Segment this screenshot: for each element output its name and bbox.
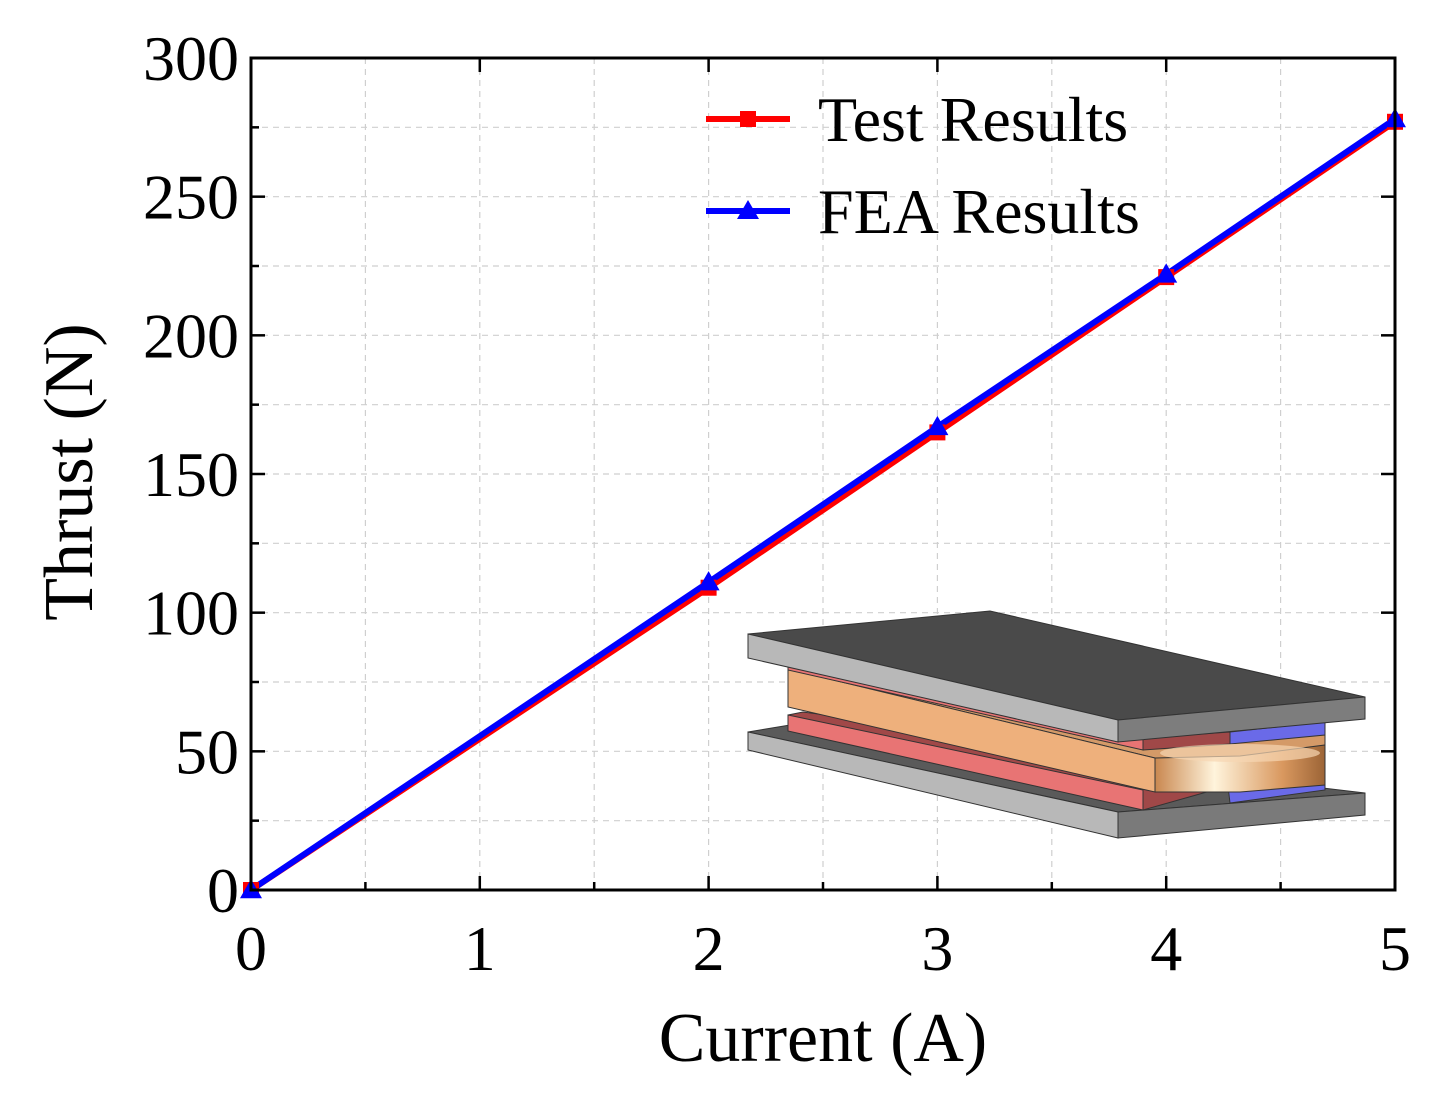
coil-end-highlight [1160, 744, 1320, 762]
y-tick-label: 150 [143, 439, 239, 510]
legend-label-2: FEA Results [818, 176, 1140, 247]
y-tick-label: 100 [143, 578, 239, 649]
legend-label-1: Test Results [818, 84, 1128, 155]
data-point-fea [1155, 263, 1178, 283]
y-tick-label: 50 [175, 716, 239, 787]
y-tick-label: 200 [143, 300, 239, 371]
tick-marks [249, 56, 1397, 892]
x-axis-title: Current (A) [659, 1000, 988, 1077]
x-tick-label: 5 [1379, 913, 1411, 984]
y-tick-label: 300 [143, 23, 239, 94]
data-point-fea [697, 571, 720, 591]
actuator-model-inset [747, 610, 1366, 839]
top-plate-side [1117, 696, 1366, 743]
x-tick-label: 0 [235, 913, 267, 984]
y-tick-label: 250 [143, 162, 239, 233]
y-tick-label: 0 [207, 855, 239, 926]
x-tick-label: 3 [921, 913, 953, 984]
lower-magnet-front [787, 714, 1144, 811]
x-tick-label: 2 [693, 913, 725, 984]
legend: Test Results FEA Results [706, 84, 1140, 247]
legend-marker-triangle [737, 200, 759, 219]
x-tick-label: 4 [1150, 913, 1182, 984]
data-point-fea [926, 415, 949, 436]
y-axis-title: Thrust (N) [31, 323, 108, 620]
legend-marker-square [740, 111, 756, 127]
x-tick-label: 1 [464, 913, 496, 984]
bottom-plate-side [1117, 792, 1366, 839]
